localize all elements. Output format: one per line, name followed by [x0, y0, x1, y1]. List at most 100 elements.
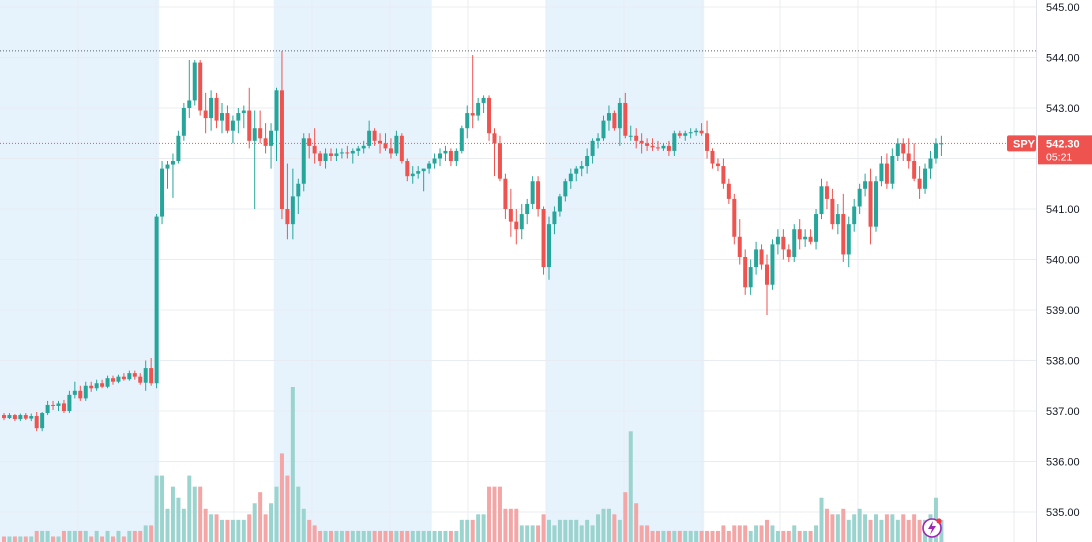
candle-body	[770, 244, 775, 285]
candle-body	[12, 415, 17, 420]
candle-body	[933, 143, 938, 159]
candle-body	[220, 113, 224, 121]
volume-bar	[209, 514, 214, 542]
candle-body	[492, 133, 497, 144]
candle-body	[23, 415, 28, 419]
candle-body	[410, 173, 415, 177]
volume-bar	[203, 508, 208, 542]
volume-bar	[612, 514, 617, 542]
candle-body	[236, 113, 241, 121]
volume-bar	[187, 475, 192, 542]
candle-body	[165, 164, 170, 169]
candle-body	[154, 216, 159, 384]
candle-body	[939, 143, 944, 145]
candle-body	[928, 158, 933, 169]
volume-bar	[7, 536, 12, 542]
candle-body	[808, 236, 813, 242]
volume-bar	[628, 431, 633, 542]
volume-bar	[481, 514, 486, 542]
candle-body	[765, 264, 769, 285]
volume-bar	[792, 525, 797, 542]
candle-body	[181, 108, 186, 136]
candle-body	[138, 376, 143, 383]
volume-bar	[656, 530, 660, 542]
volume-bar	[857, 508, 862, 542]
volume-bar	[721, 525, 726, 542]
candle-body	[405, 161, 410, 177]
candle-body	[67, 394, 72, 411]
candle-body	[814, 214, 819, 242]
candle-body	[617, 102, 622, 129]
candles[interactable]	[2, 50, 944, 432]
price-tick-label: 536.00	[1046, 457, 1080, 469]
candle-body	[378, 140, 383, 144]
volume-bar	[852, 514, 857, 542]
volume-bar	[301, 508, 306, 542]
volume-bar	[912, 514, 917, 542]
volume-bar	[220, 519, 224, 542]
volume-bar	[808, 530, 813, 542]
candle-body	[879, 163, 884, 182]
lightning-badge[interactable]	[922, 518, 942, 538]
volume-bar	[601, 508, 606, 542]
session-band-extended	[0, 0, 160, 542]
candle-body	[656, 147, 660, 149]
candle-body	[672, 133, 677, 151]
volume-bar	[775, 530, 780, 542]
candle-body	[225, 113, 230, 131]
candle-body	[116, 376, 121, 382]
volume-bar	[296, 486, 301, 542]
candle-body	[552, 211, 557, 225]
volume-bar	[754, 525, 759, 542]
volume-bar	[345, 530, 350, 542]
candle-body	[639, 140, 644, 144]
candle-body	[339, 152, 344, 154]
volume-bar	[443, 530, 448, 542]
candle-body	[579, 166, 584, 169]
candle-body	[329, 153, 333, 156]
candle-body	[454, 150, 459, 162]
volume-bar	[819, 497, 824, 542]
candle-body	[367, 130, 372, 146]
candle-body	[715, 163, 720, 167]
candle-body	[350, 150, 355, 154]
candle-body	[318, 153, 323, 162]
candle-body	[274, 90, 279, 131]
volume-bar	[476, 514, 481, 542]
volume-bar	[438, 530, 442, 542]
candle-body	[923, 168, 928, 189]
volume-bar	[579, 525, 584, 542]
price-tick-label: 541.00	[1046, 204, 1080, 216]
candle-body	[868, 181, 873, 227]
volume-bar	[89, 536, 94, 542]
candle-body	[705, 133, 710, 151]
volume-bar	[846, 519, 851, 542]
candle-body	[432, 158, 437, 164]
candle-body	[792, 229, 797, 257]
price-axis[interactable]: 545.00544.00543.00542.00541.00540.00539.…	[1036, 0, 1092, 542]
candle-body	[187, 100, 192, 108]
price-tag	[1038, 135, 1092, 165]
volume-bar	[906, 519, 911, 542]
volume-bar	[40, 530, 45, 542]
candle-body	[443, 150, 448, 154]
volume-bar	[198, 486, 203, 542]
volume-bar	[868, 519, 873, 542]
candle-body	[176, 135, 181, 162]
volume-bar	[138, 530, 143, 542]
candle-body	[160, 168, 165, 217]
candle-body	[209, 97, 214, 119]
volume-bar	[258, 492, 263, 542]
volume-bar	[339, 530, 344, 542]
candle-body	[841, 214, 846, 255]
volume-bar	[160, 475, 165, 542]
candle-body	[574, 168, 579, 174]
volume-bar	[367, 530, 372, 542]
volume-bar	[2, 536, 6, 542]
candle-body	[143, 368, 148, 383]
volume-bar	[329, 530, 333, 542]
volume-bar	[863, 514, 868, 542]
volume-bar	[541, 514, 546, 542]
